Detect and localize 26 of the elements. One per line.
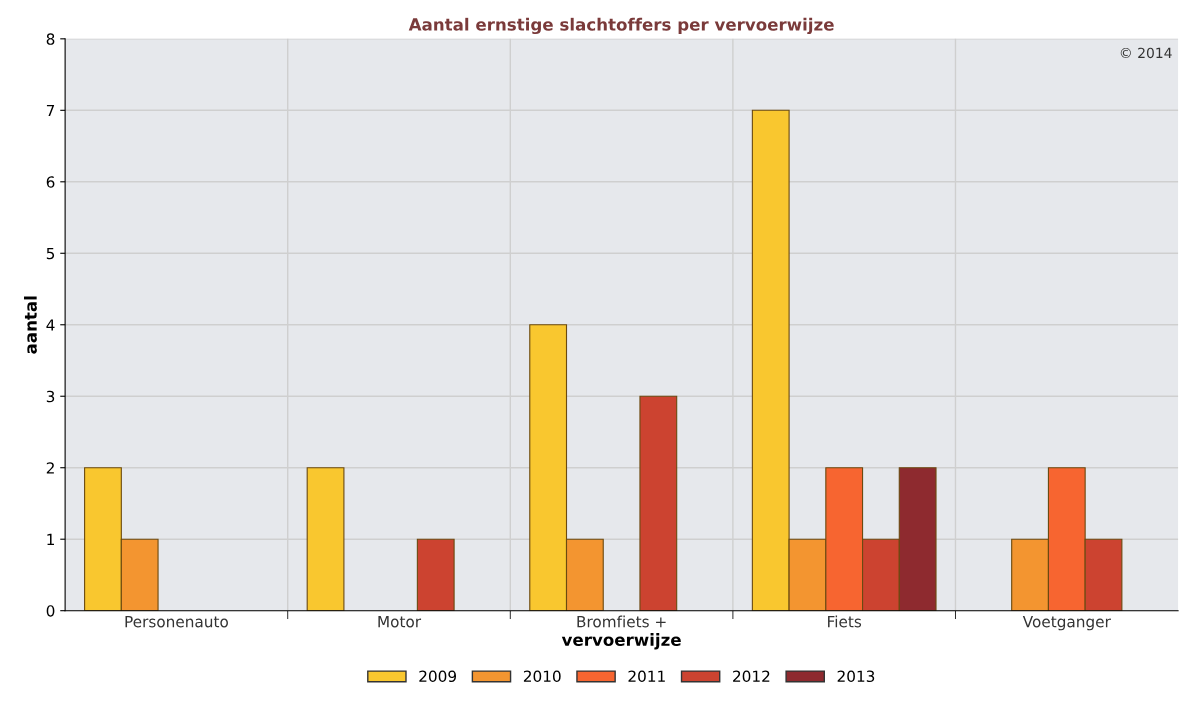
- legend-label: 2009: [419, 670, 457, 683]
- x-tick-label: Voetganger: [1022, 616, 1111, 631]
- y-tick-label: 4: [46, 319, 55, 331]
- x-tick-label: Bromfiets +: [577, 615, 666, 628]
- bar: [306, 467, 345, 611]
- chart-title: Aantal ernstige slachtoffers per vervoerwijze: [408, 17, 834, 35]
- x-tick-label: Personenauto: [125, 616, 228, 628]
- y-tick-label: 3: [46, 390, 55, 403]
- annotation: © 2014: [1120, 47, 1172, 59]
- x-tick-label: Fiets: [828, 615, 862, 628]
- y-tick-label: 8: [46, 33, 55, 45]
- legend-label: 2013: [837, 670, 875, 683]
- x-axis-title: vervoerwijze: [561, 633, 681, 650]
- bar: [639, 395, 678, 611]
- y-tick-label: 1: [47, 533, 54, 546]
- y-tick-label: 0: [46, 605, 55, 617]
- y-tick-label: 5: [46, 247, 55, 260]
- y-tick-label: 2: [46, 462, 54, 474]
- legend-label: 2010: [523, 670, 561, 683]
- y-tick-label: 7: [46, 104, 55, 117]
- legend-label: 2012: [733, 670, 770, 683]
- y-tick-label: 6: [46, 176, 55, 188]
- y-axis-title: aantal: [23, 296, 37, 354]
- bar: [416, 538, 455, 611]
- legend-label: 2011: [628, 670, 665, 683]
- x-tick-label: Motor: [378, 616, 422, 628]
